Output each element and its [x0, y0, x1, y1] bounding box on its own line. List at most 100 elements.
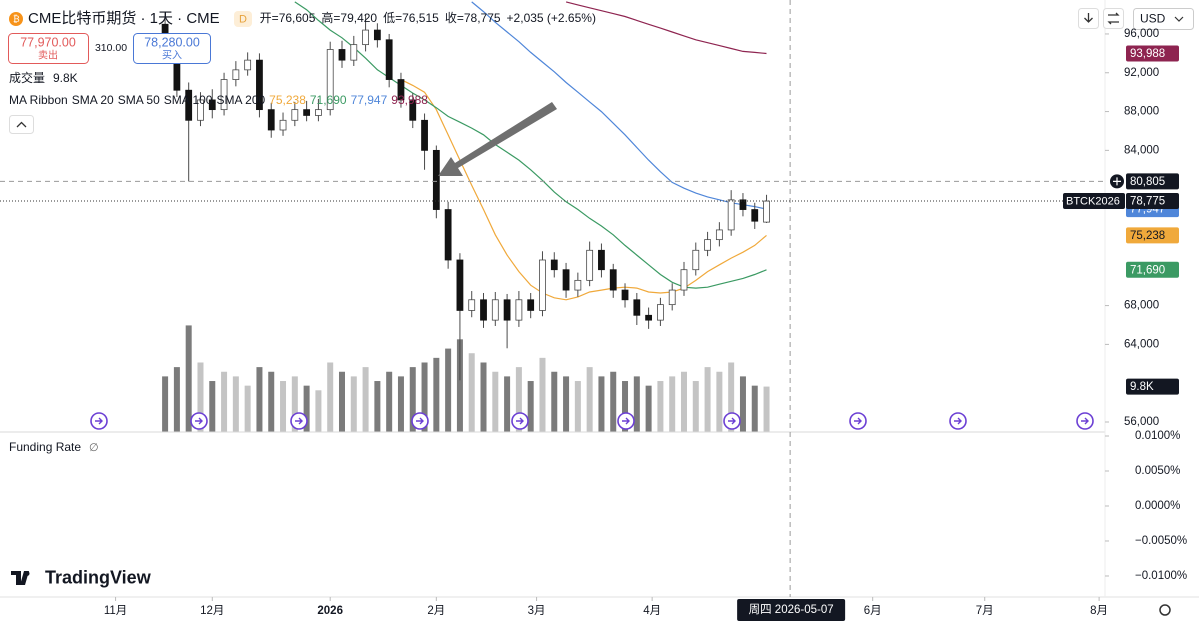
candle-body — [232, 69, 240, 80]
crosshair-price-label-bg — [1126, 173, 1179, 190]
candle-body — [527, 299, 535, 311]
volume-bar — [610, 371, 617, 432]
volume-bar — [350, 376, 357, 432]
legend-value: 77,947 — [351, 93, 388, 107]
volume-bar — [633, 376, 640, 432]
symbol-title: CME比特币期货 · 1天 · CME — [28, 10, 220, 27]
buy-price: 78,280.00 — [144, 35, 200, 49]
candle-body — [303, 109, 311, 116]
volume-bar — [657, 381, 664, 432]
ma-axis-label: 93,988 — [1130, 48, 1165, 60]
crosshair-plus-icon — [1113, 177, 1121, 186]
price-axis-label: 78,775 — [1130, 196, 1165, 208]
candle-body — [373, 29, 381, 41]
candle-body — [362, 29, 369, 46]
x-tick-label: 12月 — [200, 605, 224, 617]
volume-bar — [563, 376, 570, 432]
change: +2,035 (+2.65%) — [507, 11, 596, 25]
ohlc-value: 76,605 — [279, 11, 316, 25]
candle-body — [444, 209, 452, 261]
candle-body — [267, 109, 275, 131]
y2-tick-label: 0.0100% — [1135, 430, 1180, 442]
ma-axis-label: 75,238 — [1130, 230, 1165, 242]
spread: 310.00 — [95, 42, 127, 54]
volume-bar — [645, 385, 652, 432]
ma-line — [565, 1, 767, 55]
volume-bar — [338, 371, 345, 432]
sell-label: 卖出 — [38, 49, 58, 62]
volume-bar — [456, 339, 463, 432]
brand-logo — [11, 571, 29, 585]
coin-icon — [9, 12, 23, 26]
ohlc-value: 76,515 — [402, 11, 439, 25]
volume-bar — [739, 376, 746, 432]
volume-bar — [409, 367, 416, 432]
event-arrow — [1081, 417, 1089, 425]
volume-bar — [315, 390, 322, 432]
volume-bar — [539, 357, 546, 432]
reload-button[interactable] — [1103, 8, 1124, 29]
legend-entry: SMA 50 — [118, 93, 160, 107]
event-arrow — [95, 417, 103, 425]
badge: D — [239, 13, 247, 25]
volume-layer — [162, 325, 770, 432]
coin-glyph: ₿ — [13, 14, 20, 24]
legend-entry: SMA 200 — [216, 93, 265, 107]
y-tick-label: 68,000 — [1124, 300, 1159, 312]
volume-bar — [751, 385, 758, 432]
ohlc-key: 开= — [260, 11, 279, 25]
legend-entry: SMA 20 — [72, 93, 114, 107]
ohlc-key: 高= — [321, 10, 340, 25]
candle-body — [279, 119, 287, 131]
funding-symbol: ∅ — [89, 442, 99, 454]
candle-body — [539, 259, 546, 311]
download-icon — [1084, 13, 1093, 23]
volume-bar — [598, 376, 605, 432]
volume-bar — [622, 381, 629, 432]
volume-bar — [232, 376, 239, 432]
ma-line — [471, 1, 767, 210]
candle-body — [645, 314, 653, 321]
crosshair-date: 周四 2026-05-07 — [749, 603, 834, 616]
ma-axis-label-bg — [1126, 261, 1179, 278]
ma-legend-title: MA Ribbon — [9, 93, 68, 107]
event-arrow — [954, 417, 962, 425]
currency-select[interactable] — [1133, 8, 1194, 30]
volume-axis-label-bg — [1126, 378, 1179, 395]
candle-body — [456, 259, 464, 311]
volume-bar — [221, 371, 228, 432]
sell-box[interactable] — [8, 33, 89, 64]
x-tick-label: 4月 — [643, 605, 661, 617]
volume-bar — [680, 371, 687, 432]
volume-bar — [504, 376, 511, 432]
volume-bar — [162, 376, 169, 432]
volume-bar — [669, 376, 676, 432]
y-tick-label: 84,000 — [1124, 144, 1159, 156]
y2-tick-label: 0.0000% — [1135, 500, 1180, 512]
volume-bar — [445, 348, 452, 432]
currency: USD — [1140, 12, 1166, 26]
volume-bar — [527, 381, 534, 432]
y2-tick-label: −0.0100% — [1135, 570, 1187, 582]
volume-legend-value: 9.8K — [53, 71, 78, 85]
settings-icon[interactable] — [1159, 604, 1171, 616]
candle-body — [185, 89, 193, 121]
crosshair-price-label: 80,805 — [1130, 176, 1165, 188]
volume-bar — [716, 371, 723, 432]
y2-tick-label: −0.0050% — [1135, 535, 1187, 547]
candle-body — [704, 239, 711, 251]
y-tick-label: 92,000 — [1124, 67, 1159, 79]
volume-bar — [173, 367, 180, 432]
y-tick-label: 56,000 — [1124, 416, 1159, 428]
ohlc-value: 79,420 — [340, 11, 377, 25]
ohlc: 开= 76,605 高= 79,420 低= 76,515 收= 78,775 +2,035 (… — [260, 10, 596, 25]
buy-box[interactable] — [133, 33, 211, 64]
volume-axis-label: 9.8K — [1130, 381, 1154, 393]
volume-bar — [704, 367, 711, 432]
volume-bar — [197, 362, 204, 432]
brand-dot — [24, 571, 30, 576]
collapse-button[interactable] — [9, 115, 34, 134]
candle-body — [668, 289, 676, 306]
volume-bar — [433, 357, 440, 432]
select-caret — [1174, 16, 1184, 22]
